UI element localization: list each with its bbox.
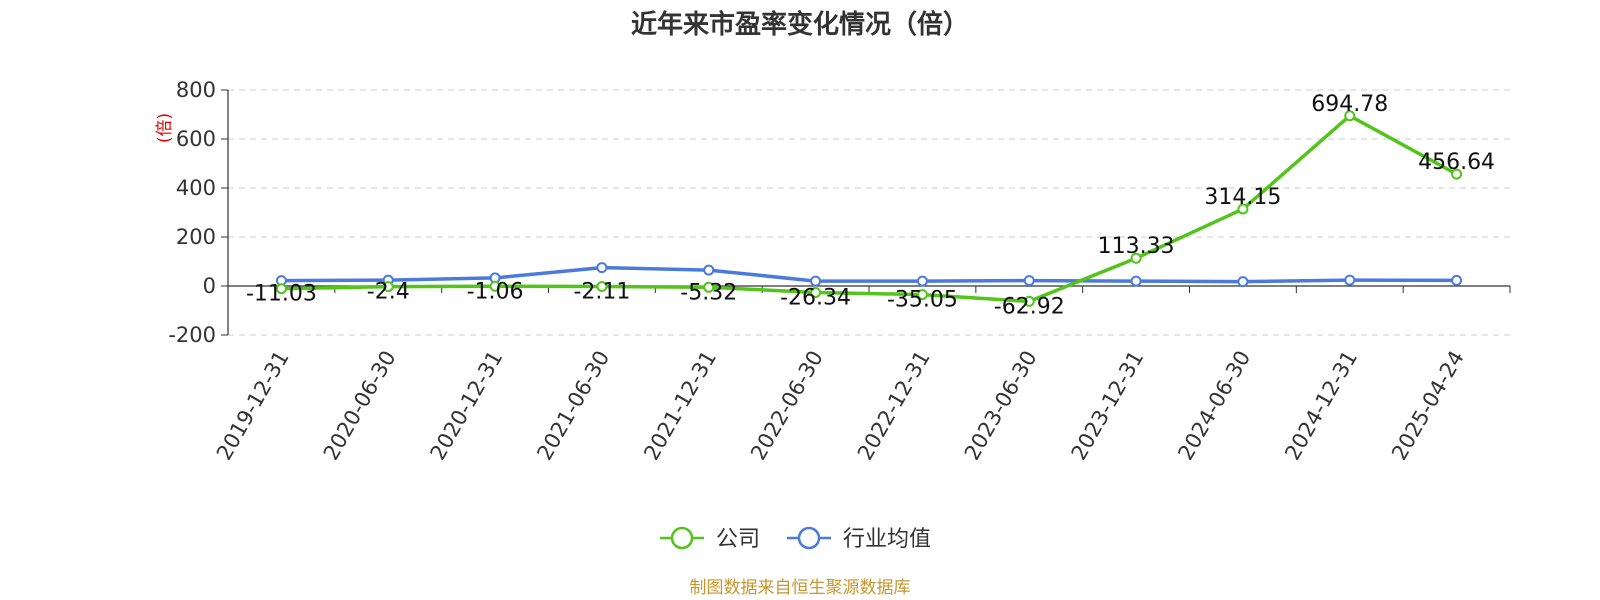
data-label: -11.03 (246, 282, 317, 307)
data-label: -2.4 (367, 280, 410, 305)
data-label: 694.78 (1311, 92, 1388, 117)
data-point (596, 262, 608, 274)
data-point (382, 281, 394, 293)
y-tick-label: 200 (176, 225, 216, 249)
data-point (275, 283, 287, 295)
data-point (916, 289, 928, 301)
axes: -200 0 200 400 600 800 2019-12-31 2020-06-30 202… (168, 78, 1511, 465)
data-point (703, 264, 715, 276)
x-tick-label: 2024-06-30 (1173, 347, 1255, 465)
series-line-company (281, 114, 1458, 304)
data-label: -5.32 (680, 280, 737, 305)
x-tick-label: 2020-06-30 (319, 347, 401, 465)
legend-circle-icon (797, 526, 821, 550)
data-point (1344, 274, 1356, 286)
data-label: -1.06 (467, 279, 524, 304)
data-label: 113.33 (1098, 234, 1175, 259)
y-tick-label: 600 (176, 127, 216, 151)
data-point (1130, 252, 1142, 264)
x-tick-label: 2022-12-31 (853, 347, 935, 465)
x-tick-label: 2024-12-31 (1280, 347, 1362, 465)
y-tick-label: 0 (203, 274, 216, 298)
data-point (1023, 275, 1035, 287)
data-label: 314.15 (1204, 185, 1281, 210)
legend-label: 行业均值 (843, 527, 931, 552)
data-labels: -11.03 -2.4 -1.06 -2.11 -5.32 -26.34 -35.05 -62… (246, 92, 1495, 320)
data-label: -62.92 (994, 294, 1065, 319)
data-label: -26.34 (780, 285, 851, 310)
x-tick-label: 2020-12-31 (426, 347, 508, 465)
legend[interactable]: 公司 行业均值 (660, 526, 931, 552)
chart-title: 近年来市盈率变化情况（倍） (631, 9, 969, 40)
data-point (1344, 110, 1356, 122)
y-tick-label: 400 (176, 176, 216, 200)
legend-label: 公司 (716, 527, 760, 552)
x-tick-label: 2019-12-31 (212, 347, 294, 465)
y-axis-unit-label: (倍) (155, 113, 175, 143)
y-tick-label: 800 (176, 78, 216, 102)
legend-circle-icon (670, 526, 694, 550)
legend-item-industry-average[interactable]: 行业均值 (787, 526, 931, 552)
x-tick-label: 2025-04-24 (1387, 347, 1469, 465)
series-line-industry-average (281, 265, 1457, 284)
data-point (810, 275, 822, 287)
source-note: 制图数据来自恒生聚源数据库 (690, 578, 911, 598)
x-tick-label: 2023-12-31 (1067, 347, 1149, 465)
data-point (489, 280, 501, 292)
data-point (596, 281, 608, 293)
y-tick-label: -200 (168, 323, 216, 347)
data-point (1451, 168, 1463, 180)
grid-lines (228, 89, 1510, 336)
legend-item-company[interactable]: 公司 (660, 526, 760, 552)
data-point (1023, 295, 1035, 307)
data-label: -35.05 (887, 288, 958, 313)
data-label: -2.11 (573, 280, 630, 305)
x-tick-label: 2021-06-30 (532, 347, 614, 465)
data-point (916, 275, 928, 287)
data-point (1237, 276, 1249, 288)
x-tick-label: 2023-06-30 (960, 347, 1042, 465)
data-point (1237, 203, 1249, 215)
data-point (810, 286, 822, 298)
data-point (1130, 275, 1142, 287)
series-lines (275, 110, 1463, 307)
x-tick-label: 2021-12-31 (639, 347, 721, 465)
data-point (1451, 274, 1463, 286)
data-label: 456.64 (1418, 150, 1495, 175)
data-point (703, 281, 715, 293)
x-tick-label: 2022-06-30 (746, 347, 828, 465)
